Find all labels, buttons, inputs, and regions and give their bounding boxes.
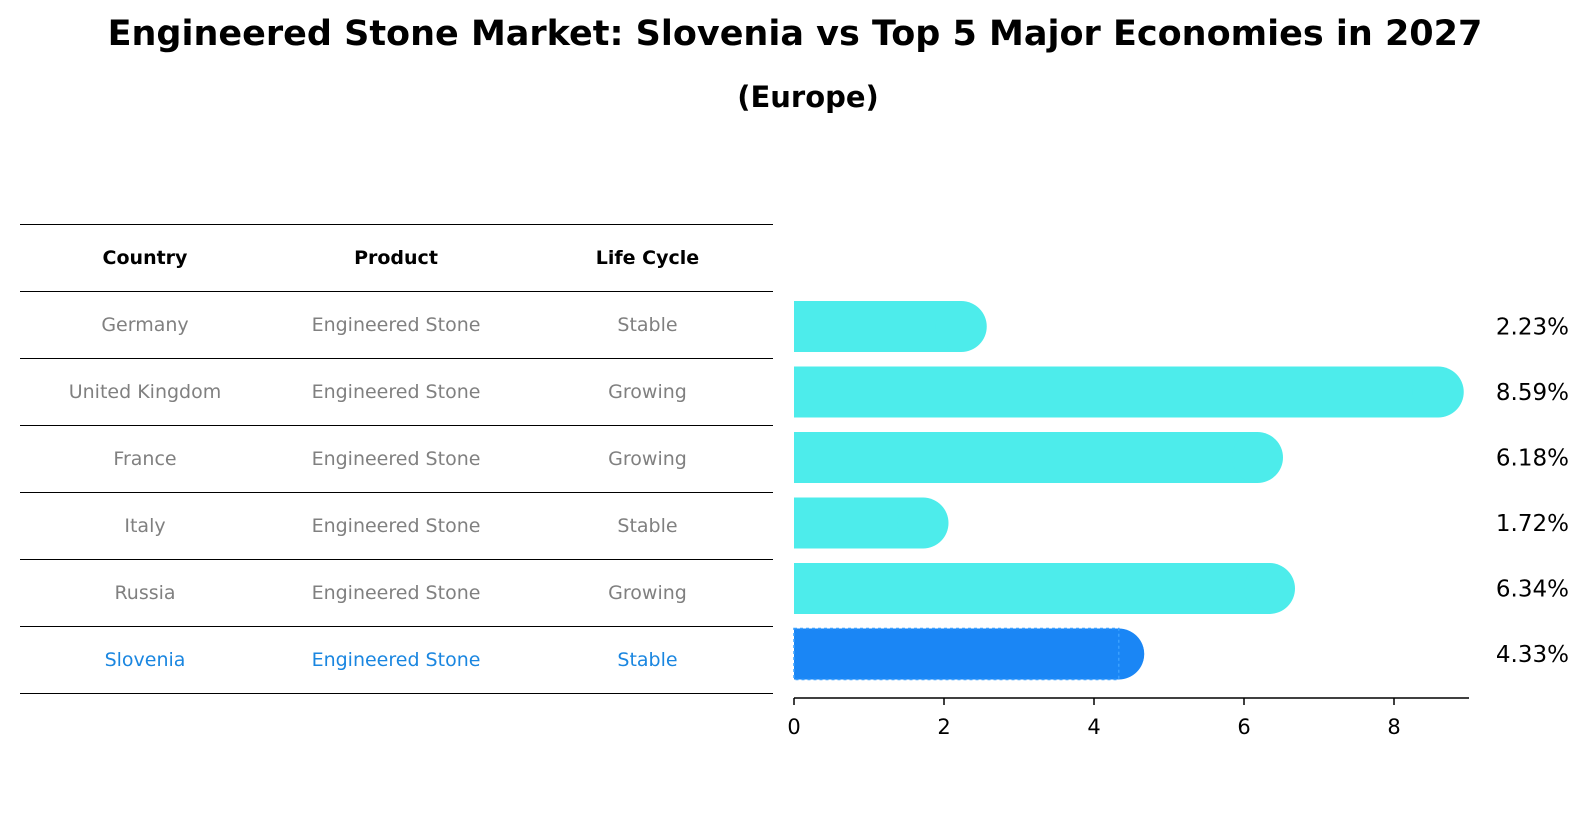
bar-france xyxy=(794,432,1283,483)
value-label: 4.33% xyxy=(1496,642,1569,668)
value-label: 1.72% xyxy=(1496,511,1569,537)
product-cell: Engineered Stone xyxy=(311,314,481,336)
chart-title: Engineered Stone Market: Slovenia vs Top… xyxy=(107,14,1483,54)
product-cell: Engineered Stone xyxy=(311,381,481,403)
value-label: 2.23% xyxy=(1496,315,1569,341)
x-tick-label: 8 xyxy=(1387,715,1400,739)
life-cycle-cell: Growing xyxy=(608,448,687,470)
table-row: United Kingdom Engineered Stone Growing xyxy=(20,358,773,425)
table-row: Germany Engineered Stone Stable xyxy=(20,291,773,358)
value-label: 8.59% xyxy=(1496,380,1569,406)
table-header-row: Country Product Life Cycle xyxy=(20,224,773,291)
table-row-highlighted: Slovenia Engineered Stone Stable xyxy=(20,626,773,694)
bar-germany xyxy=(794,301,987,352)
table-row: Italy Engineered Stone Stable xyxy=(20,492,773,559)
country-cell: Italy xyxy=(124,515,166,537)
table-row: France Engineered Stone Growing xyxy=(20,425,773,492)
product-cell: Engineered Stone xyxy=(311,515,481,537)
life-cycle-cell: Stable xyxy=(617,314,678,336)
value-label: 6.34% xyxy=(1496,577,1569,603)
bar-slovenia xyxy=(793,627,1145,681)
country-cell: United Kingdom xyxy=(68,381,222,403)
country-cell: Germany xyxy=(101,314,189,336)
bar-united-kingdom xyxy=(794,366,1464,418)
chart-subtitle: (Europe) xyxy=(737,80,879,114)
country-cell: France xyxy=(113,448,177,470)
country-cell: Russia xyxy=(114,582,176,604)
header-product: Product xyxy=(354,247,438,269)
country-cell: Slovenia xyxy=(104,649,186,671)
table-row: Russia Engineered Stone Growing xyxy=(20,559,773,626)
life-cycle-cell: Stable xyxy=(617,515,678,537)
life-cycle-cell: Growing xyxy=(608,381,687,403)
life-cycle-cell: Stable xyxy=(617,649,678,671)
bar-italy xyxy=(794,497,949,549)
value-label: 6.18% xyxy=(1496,446,1569,472)
x-tick-label: 0 xyxy=(787,715,800,739)
header-country: Country xyxy=(102,247,188,269)
x-tick-label: 2 xyxy=(937,715,950,739)
country-table: Country Product Life Cycle Germany Engin… xyxy=(20,224,773,694)
life-cycle-cell: Growing xyxy=(608,582,687,604)
header-life-cycle: Life Cycle xyxy=(595,247,700,269)
x-tick-label: 4 xyxy=(1087,715,1100,739)
product-cell: Engineered Stone xyxy=(311,649,481,671)
x-tick-label: 6 xyxy=(1237,715,1250,739)
product-cell: Engineered Stone xyxy=(311,582,481,604)
bar-russia xyxy=(794,563,1295,614)
product-cell: Engineered Stone xyxy=(311,448,481,470)
